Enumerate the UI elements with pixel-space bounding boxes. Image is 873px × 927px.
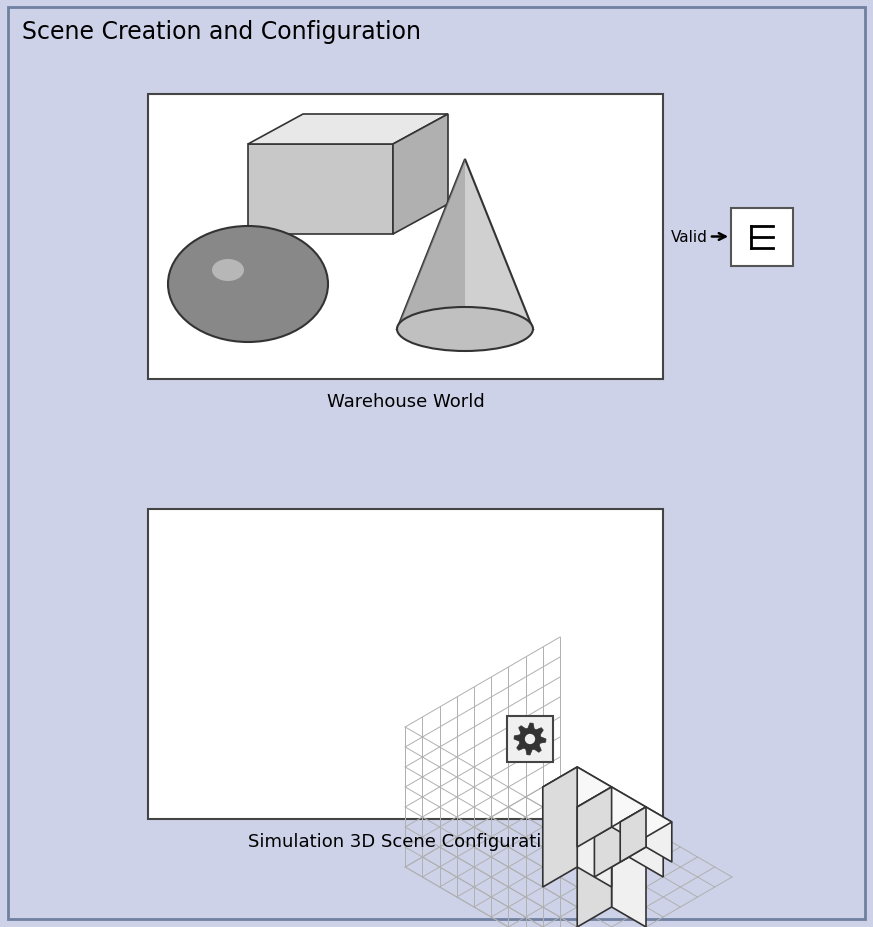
FancyBboxPatch shape [507, 717, 553, 762]
Text: Warehouse World: Warehouse World [327, 392, 485, 411]
Polygon shape [612, 827, 646, 927]
FancyBboxPatch shape [148, 510, 663, 819]
Polygon shape [577, 827, 646, 867]
Polygon shape [577, 768, 612, 887]
Polygon shape [543, 768, 612, 807]
FancyBboxPatch shape [8, 8, 865, 919]
Text: Valid: Valid [671, 230, 708, 245]
Ellipse shape [212, 260, 244, 282]
FancyBboxPatch shape [148, 95, 663, 379]
Text: Scene Creation and Configuration: Scene Creation and Configuration [22, 20, 421, 44]
Polygon shape [397, 159, 533, 330]
Circle shape [524, 733, 536, 745]
Polygon shape [620, 807, 672, 837]
Polygon shape [514, 723, 546, 756]
Polygon shape [248, 145, 393, 235]
Polygon shape [595, 817, 629, 877]
Polygon shape [543, 768, 577, 887]
Text: Simulation 3D Scene Configuration: Simulation 3D Scene Configuration [248, 832, 563, 850]
Polygon shape [397, 159, 465, 330]
Polygon shape [629, 817, 663, 877]
Polygon shape [646, 807, 672, 862]
Ellipse shape [168, 227, 328, 343]
FancyBboxPatch shape [731, 209, 793, 266]
Polygon shape [620, 807, 646, 862]
Polygon shape [577, 787, 646, 827]
Polygon shape [595, 817, 663, 857]
Polygon shape [577, 827, 612, 927]
Polygon shape [577, 787, 612, 847]
Polygon shape [612, 787, 646, 847]
Polygon shape [393, 115, 448, 235]
Ellipse shape [397, 308, 533, 351]
Polygon shape [248, 115, 448, 145]
